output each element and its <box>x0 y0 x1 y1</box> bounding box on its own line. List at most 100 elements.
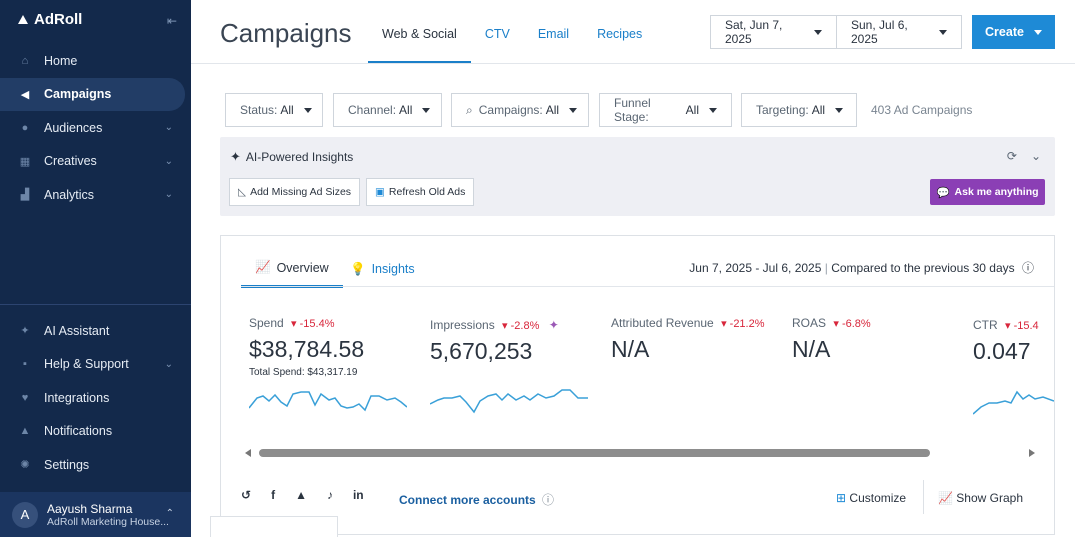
sidebar-item-settings[interactable]: ✺ Settings <box>0 448 191 482</box>
caret-down-icon <box>1033 29 1042 35</box>
status-filter[interactable]: Status: All <box>225 93 323 127</box>
funnel-stage-filter[interactable]: Funnel Stage: All <box>599 93 732 127</box>
metric-label: ROAS <box>792 316 827 330</box>
create-button[interactable]: Create <box>972 15 1055 49</box>
refresh-icon[interactable]: ⟳ <box>1006 149 1017 163</box>
channel-tabs: Web & Social CTV Email Recipes <box>368 0 656 64</box>
spend-sparkline <box>249 391 407 412</box>
delta-value: -15.4% <box>299 318 335 330</box>
sidebar-divider <box>0 304 191 305</box>
filter-value: All <box>545 103 560 117</box>
tab-email[interactable]: Email <box>537 27 570 41</box>
channel-filter[interactable]: Channel: All <box>333 93 442 127</box>
connect-more-accounts-link[interactable]: Connect more accounts ⓘ <box>399 491 554 508</box>
sidebar-item-notifications[interactable]: ▲ Notifications <box>0 415 191 449</box>
info-icon: ⓘ <box>542 493 555 507</box>
tab-label: Overview <box>276 260 329 275</box>
metric-ctr[interactable]: CTR ▾ -15.4 0.047 <box>973 318 1054 365</box>
user-org: AdRoll Marketing House... <box>47 515 169 528</box>
button-label: Add Missing Ad Sizes <box>250 186 352 198</box>
tab-insights[interactable]: 💡 Insights <box>336 250 429 288</box>
sidebar-item-label: Settings <box>44 457 90 472</box>
tab-overview[interactable]: 📈 Overview <box>241 250 343 288</box>
sidebar-item-help[interactable]: ▪ Help & Support ⌄ <box>0 348 191 382</box>
filter-value: All <box>399 103 413 117</box>
sidebar: AdRoll ⇤ ⌂ Home ◀ Campaigns ● Audiences … <box>0 0 191 537</box>
filter-value: All <box>685 103 699 117</box>
start-date-picker[interactable]: Sat, Jun 7, 2025 <box>710 15 837 49</box>
image-refresh-icon: ▣ <box>375 186 385 198</box>
user-menu[interactable]: A Aayush Sharma AdRoll Marketing House..… <box>0 492 191 537</box>
refresh-old-ads-button[interactable]: ▣ Refresh Old Ads <box>366 178 475 206</box>
sidebar-item-integrations[interactable]: ♥ Integrations <box>0 381 191 415</box>
comparison-text: Compared to the previous 30 days <box>831 261 1015 275</box>
ai-insights-actions: ⟳ ⌄ <box>1007 149 1041 163</box>
ai-insights-panel: ✦ AI-Powered Insights ⟳ ⌄ ◺ Add Missing … <box>220 137 1055 216</box>
card-divider <box>241 286 1054 287</box>
footer-divider <box>923 480 924 514</box>
filter-label: Funnel Stage: <box>614 96 651 124</box>
metric-roas[interactable]: ROAS ▾ -6.8% N/A <box>792 316 962 363</box>
scroll-left-icon[interactable] <box>245 449 251 457</box>
tab-ctv[interactable]: CTV <box>484 27 510 41</box>
scroll-right-icon[interactable] <box>1029 449 1035 457</box>
collapse-sidebar-icon[interactable]: ⇤ <box>166 14 177 28</box>
ask-me-anything-button[interactable]: 💬 Ask me anything <box>930 179 1045 205</box>
metric-delta: ▾ -6.8% <box>833 318 871 330</box>
ctr-sparkline <box>973 390 1054 415</box>
horizontal-scrollbar[interactable] <box>245 449 1035 457</box>
delta-value: -6.8% <box>841 318 871 330</box>
metric-label: Impressions <box>430 318 495 332</box>
facebook-icon[interactable]: f <box>271 488 276 502</box>
tab-recipes[interactable]: Recipes <box>597 27 643 41</box>
tiktok-icon[interactable]: ♪ <box>326 488 333 502</box>
targeting-filter[interactable]: Targeting: All <box>741 93 857 127</box>
tab-web-social[interactable]: Web & Social <box>368 0 471 64</box>
metric-impressions[interactable]: Impressions ▾ -2.8% ✦ 5,670,253 <box>430 318 600 365</box>
button-label: Ask me anything <box>954 186 1039 198</box>
sidebar-item-campaigns[interactable]: ◀ Campaigns <box>0 77 185 111</box>
metric-delta: ▾ -21.2% <box>721 318 765 330</box>
metric-label: Attributed Revenue <box>611 316 714 330</box>
adroll-logo[interactable]: AdRoll <box>16 11 82 28</box>
metric-value: 0.047 <box>973 338 1031 364</box>
sidebar-item-audiences[interactable]: ● Audiences ⌄ <box>0 111 191 145</box>
megaphone-icon: ◀ <box>20 88 30 101</box>
end-date-picker[interactable]: Sun, Jul 6, 2025 <box>836 15 962 49</box>
filter-label: Targeting: <box>756 103 809 117</box>
info-icon[interactable]: ⓘ <box>1021 261 1034 275</box>
resize-icon: ◺ <box>238 186 247 198</box>
grid-icon: ▦ <box>19 155 31 168</box>
google-ads-icon[interactable]: ▲ <box>295 488 307 502</box>
sparkle-icon: ✦ <box>230 149 241 164</box>
sparkle-icon: ✦ <box>548 318 559 332</box>
metric-attributed-revenue[interactable]: Attributed Revenue ▾ -21.2% N/A <box>611 316 781 363</box>
show-graph-button[interactable]: 📈 Show Graph <box>938 491 1023 505</box>
lightbulb-icon: 💡 <box>350 261 366 276</box>
chevron-down-icon: ⌄ <box>164 189 173 201</box>
chevron-down-icon[interactable]: ⌄ <box>1030 149 1041 163</box>
line-chart-icon: 📈 <box>938 491 953 505</box>
sidebar-item-analytics[interactable]: ▟ Analytics ⌄ <box>0 178 191 212</box>
campaigns-filter[interactable]: ⌕ Campaigns: All <box>451 93 589 127</box>
metric-label-row: Impressions ▾ -2.8% ✦ <box>430 318 600 332</box>
sparkle-icon: ✦ <box>20 325 30 338</box>
linkedin-icon[interactable]: in <box>352 488 364 502</box>
sidebar-item-home[interactable]: ⌂ Home <box>0 44 191 78</box>
sidebar-item-label: Integrations <box>44 390 110 405</box>
caret-down-icon <box>835 107 844 113</box>
customize-button[interactable]: ⊞ Customize <box>836 491 906 505</box>
adroll-icon[interactable]: ↺ <box>241 488 252 502</box>
metric-value: N/A <box>792 336 831 362</box>
add-missing-ad-sizes-button[interactable]: ◺ Add Missing Ad Sizes <box>229 178 361 206</box>
caret-down-icon <box>422 107 431 113</box>
sidebar-item-creatives[interactable]: ▦ Creatives ⌄ <box>0 145 191 179</box>
filter-value: All <box>280 103 294 117</box>
metric-spend[interactable]: Spend ▾ -15.4% $38,784.58 Total Spend: $… <box>249 316 419 378</box>
delta-value: -21.2% <box>729 318 765 330</box>
connected-accounts: ↺ f ▲ ♪ in <box>241 488 364 502</box>
scrollbar-thumb[interactable] <box>259 449 930 457</box>
start-date-label: Sat, Jun 7, 2025 <box>725 18 783 46</box>
sidebar-item-ai-assistant[interactable]: ✦ AI Assistant <box>0 314 191 348</box>
sidebar-item-label: Home <box>44 53 78 68</box>
